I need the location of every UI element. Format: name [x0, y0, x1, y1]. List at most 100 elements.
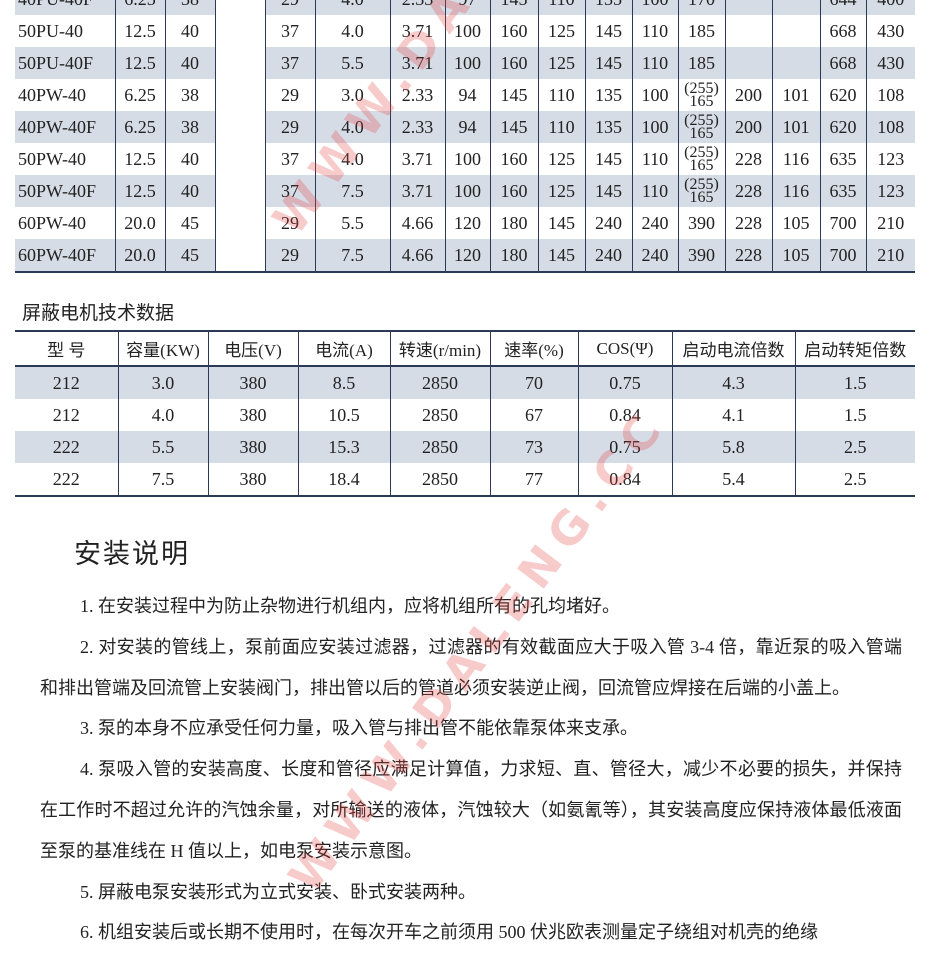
table-cell: 160: [489, 175, 538, 207]
table-cell: 110: [631, 175, 678, 207]
table-cell: 700: [819, 239, 866, 272]
table-cell: (255) 165: [677, 175, 725, 207]
table-cell: 3.71: [389, 47, 445, 79]
table-cell: 29: [264, 0, 315, 15]
table-cell: 6.25: [114, 79, 165, 111]
table-cell: 3.0: [117, 366, 208, 399]
table-cell: 50PW-40F: [15, 175, 115, 207]
table-cell: 38: [164, 111, 215, 143]
paragraph: 2. 对安装的管线上，泵前面应安装过滤器，过滤器的有效截面应大于吸入管 3-4 …: [40, 636, 902, 698]
table-cell: 37: [264, 143, 315, 175]
spacer-cell: [214, 111, 265, 143]
table-cell: 145: [537, 207, 585, 239]
empty-cell: [771, 15, 820, 47]
cell-line: 165: [689, 93, 714, 110]
table-cell: 700: [819, 207, 866, 239]
table-cell: 160: [489, 143, 538, 175]
table-cell: 145: [489, 111, 538, 143]
table-cell: 2.5: [794, 463, 915, 496]
table-cell: 1.5: [794, 366, 915, 399]
table-cell: 20.0: [114, 239, 165, 272]
table-cell: 110: [631, 15, 678, 47]
table-cell: 380: [207, 399, 298, 431]
table-row: 50PW-40 12.5 40 37 4.0 3.71 100 160 125 145 110 (25…: [15, 143, 915, 175]
table-cell: 125: [537, 143, 585, 175]
table-cell: 120: [444, 239, 490, 272]
table-cell: 12.5: [114, 143, 165, 175]
table-row: 50PU-40 12.5 40 37 4.0 3.71 100 160 125 145 110 185…: [15, 15, 915, 47]
cell-line: (255): [684, 112, 719, 129]
cell-line: (255): [684, 176, 719, 193]
cell-line: 165: [689, 157, 714, 174]
header-cell: 电流(A): [297, 331, 390, 367]
table-cell: 4.66: [389, 207, 445, 239]
table-cell: 29: [264, 111, 315, 143]
table-row: 50PU-40F 12.5 40 37 5.5 3.71 100 160 125 145 110 18…: [15, 47, 915, 79]
empty-cell: [724, 0, 772, 15]
empty-cell: [724, 15, 772, 47]
table-cell: 145: [584, 175, 632, 207]
table-cell: 212: [15, 366, 118, 399]
section-title: 屏蔽电机技术数据: [22, 303, 175, 324]
table-cell: 145: [584, 47, 632, 79]
table-cell: 390: [677, 207, 725, 239]
header-cell: 速率(%): [489, 331, 578, 367]
table-cell: 4.66: [389, 239, 445, 272]
table-cell: 5.8: [671, 431, 795, 463]
table-cell: 100: [444, 15, 490, 47]
table-row: 212 4.0 380 10.5 2850 67 0.84 4.1 1.5: [15, 399, 915, 431]
table-cell: 0.84: [577, 463, 672, 496]
table-cell: 145: [584, 143, 632, 175]
table-cell: 668: [819, 15, 866, 47]
table-cell: 145: [489, 79, 538, 111]
table-cell: 6.25: [114, 0, 165, 15]
table-cell: 110: [631, 143, 678, 175]
table-cell: (255) 165: [677, 79, 725, 111]
table-cell: 50PW-40: [18, 148, 87, 169]
table-cell: 145: [537, 239, 585, 272]
spacer-cell: [214, 207, 265, 239]
table-cell: 40PW-40: [18, 84, 87, 105]
table-cell: 2.5: [794, 431, 915, 463]
spacer-cell: [214, 15, 265, 47]
table-cell: 620: [819, 79, 866, 111]
table-cell: 668: [819, 47, 866, 79]
table-cell: 212: [52, 404, 80, 425]
table-cell: 18.4: [297, 463, 390, 496]
table-cell: 73: [489, 431, 578, 463]
table-cell: 185: [677, 15, 725, 47]
table-cell: 5.5: [117, 431, 208, 463]
table-cell: 635: [819, 143, 866, 175]
table-cell: 100: [444, 143, 490, 175]
table-cell: 240: [631, 207, 678, 239]
table-cell: 37: [264, 175, 315, 207]
table-cell: 210: [865, 239, 915, 272]
table-cell: 200: [724, 111, 772, 143]
table-cell: 3.71: [389, 175, 445, 207]
table-cell: 2850: [389, 463, 490, 496]
table-row: 222 7.5 380 18.4 2850 77 0.84 5.4 2.5: [15, 463, 915, 496]
table-cell: 4.0: [117, 399, 208, 431]
table-cell: 240: [584, 207, 632, 239]
table-cell: 94: [444, 79, 490, 111]
header-cell: 容量(KW): [117, 331, 208, 367]
table-cell: 3.71: [389, 143, 445, 175]
table-cell: 50PU-40: [18, 20, 84, 41]
table-cell: 38: [164, 0, 215, 15]
table-cell: 60PW-40: [18, 212, 87, 233]
table-cell: 45: [164, 239, 215, 272]
table-cell: 123: [865, 175, 915, 207]
table-cell: 8.5: [297, 366, 390, 399]
table-row: 40PW-40 6.25 38 29 3.0 2.33 94 145 110 135 100 (255…: [15, 79, 915, 111]
spacer-cell: [214, 79, 265, 111]
stacked-value: (255) 165: [684, 112, 719, 142]
table-cell: 4.0: [314, 111, 390, 143]
header-cell: 型 号: [15, 331, 118, 367]
table-cell: 430: [865, 15, 915, 47]
table-cell: 100: [631, 79, 678, 111]
table-cell: 108: [865, 111, 915, 143]
table-cell: 105: [771, 239, 820, 272]
cell-line: (255): [684, 80, 719, 97]
table-row: 222 5.5 380 15.3 2850 73 0.75 5.8 2.5: [15, 431, 915, 463]
table-cell: 110: [537, 111, 585, 143]
